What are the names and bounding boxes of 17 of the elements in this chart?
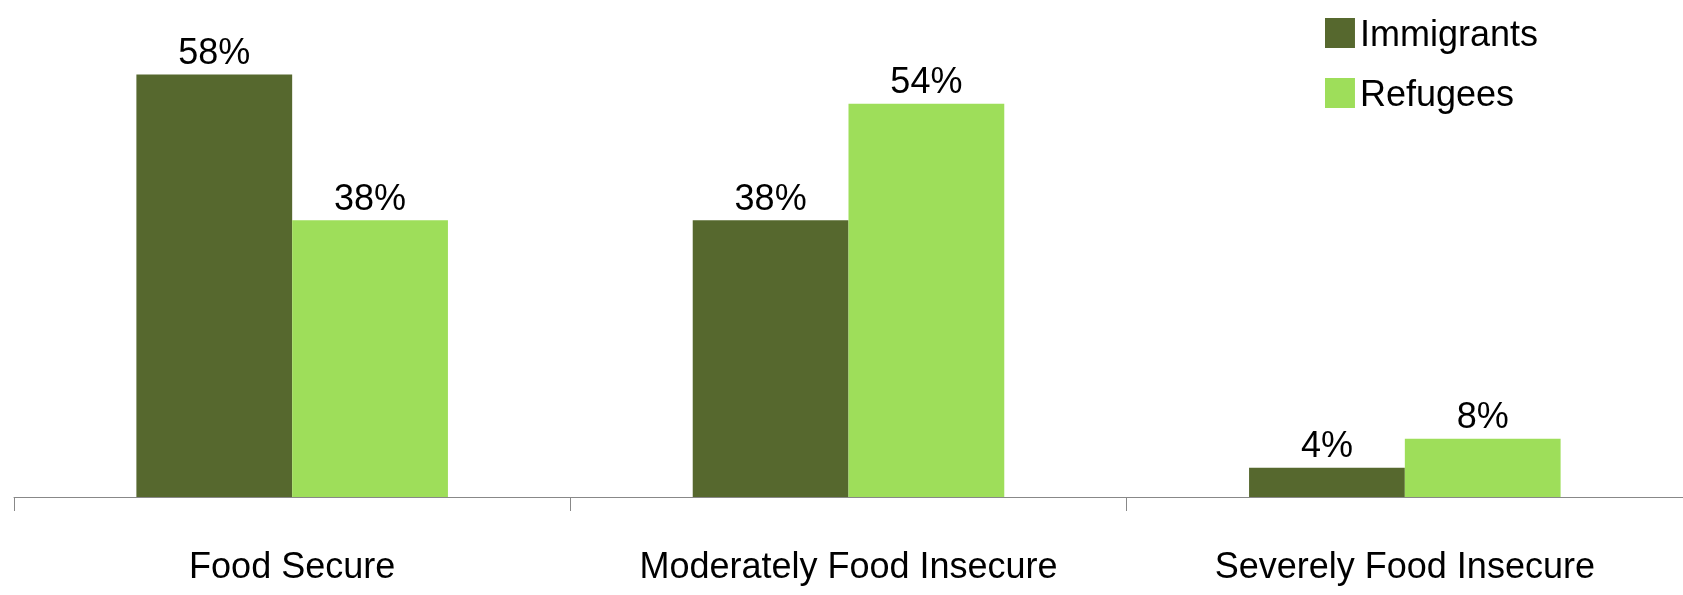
data-label: 4% — [1300, 424, 1353, 466]
data-label: 38% — [334, 176, 407, 218]
data-label: 38% — [734, 176, 807, 218]
bar — [692, 220, 849, 497]
data-label: 54% — [890, 60, 963, 102]
legend-label: Refugees — [1359, 72, 1515, 114]
bar — [292, 220, 448, 497]
legend-label: Immigrants — [1359, 12, 1538, 54]
bar — [1249, 467, 1405, 497]
data-label: 8% — [1456, 395, 1509, 437]
x-tick-label: Severely Food Insecure — [1214, 544, 1595, 586]
x-tick-label: Moderately Food Insecure — [639, 544, 1058, 586]
bar — [136, 74, 293, 497]
bar — [848, 103, 1005, 497]
data-label: 58% — [178, 31, 251, 73]
x-tick-label: Food Secure — [189, 544, 396, 586]
bar — [1404, 438, 1561, 497]
